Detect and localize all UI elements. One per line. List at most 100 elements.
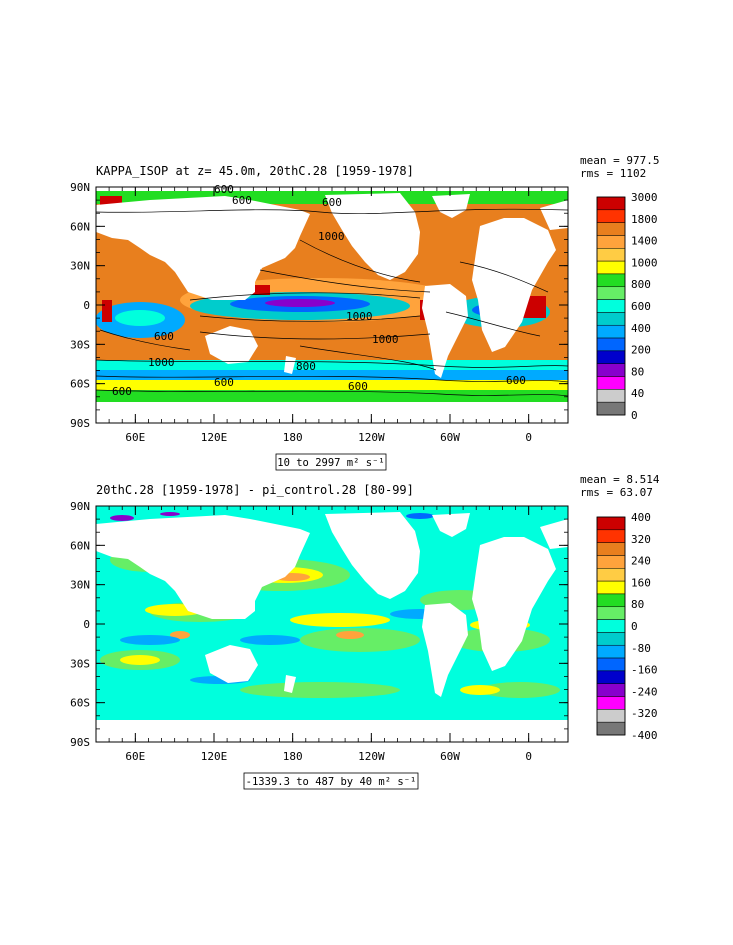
colorbar-swatch [596,593,626,608]
colorbar-swatch [596,709,626,723]
colorbar-label: 160 [631,576,651,589]
colorbar-label: 800 [631,278,651,291]
contour-label: 600 [506,374,526,387]
panel1-range-box [275,453,387,471]
colorbar-swatch [596,657,626,672]
contour-label: 600 [154,330,174,343]
y-tick-label: 30N [70,579,90,592]
contour-label: 600 [322,196,342,209]
colorbar-label: -240 [631,685,658,698]
map1-contour-labels: 600 600 600 1000 1000 1000 1000 600 600 … [112,183,526,398]
map2-axis-ticks: 60E 120E 180 120W 60W 0 90N 60N 30N 0 30S 60S 90S [70,500,569,763]
colorbar-swatch [596,286,626,300]
colorbar-swatch [596,222,626,236]
contour-label: 600 [348,380,368,393]
panel2-range-box [243,772,419,790]
panel2-title: 20thC.28 [1959-1978] - pi_control.28 [80… [96,483,414,497]
panel2-rms: rms = 63.07 [580,486,653,499]
map1-field [96,187,568,423]
colorbar-swatch [596,580,626,595]
panel1-range-note: 10 to 2997 m² s⁻¹ [277,457,384,469]
y-tick-label: 30S [70,657,90,670]
y-tick-label: 90N [70,181,90,194]
contour-label: 600 [214,183,234,196]
colorbar-swatch [596,209,626,223]
colorbar-swatch [596,542,626,556]
panel1-rms: rms = 1102 [580,167,646,180]
contour-label: 1000 [148,356,175,369]
colorbar-swatch [596,644,626,659]
colorbar-frame [596,516,626,736]
y-tick-label: 60N [70,220,90,233]
colorbar-swatch [596,555,626,569]
colorbar-swatch [596,632,626,646]
panel1-mean: mean = 977.5 [580,154,659,167]
x-tick-label: 60E [125,431,145,444]
colorbar-swatch [596,363,626,377]
y-tick-label: 90S [70,417,90,430]
colorbar-label: 1800 [631,213,658,226]
colorbar-swatch [596,696,626,710]
y-tick-label: 90S [70,736,90,749]
colorbar-label: 3000 [631,191,658,204]
colorbar-label: 400 [631,511,651,524]
colorbar-swatch [596,235,626,249]
x-tick-label: 60W [440,750,460,763]
colorbar-label: 80 [631,365,644,378]
colorbar-swatch [596,299,626,313]
colorbar2: 400 320 240 160 80 0 -80 -160 -240 -320 -400 [596,511,658,742]
colorbar-label: 1400 [631,235,658,248]
colorbar-swatch [596,337,626,352]
colorbar-swatch [596,196,626,211]
colorbar-swatch [596,529,626,543]
colorbar-label: 320 [631,533,651,546]
y-tick-label: 30S [70,338,90,351]
colorbar-swatch [596,683,626,697]
contour-label: 600 [112,385,132,398]
x-tick-label: 180 [283,750,303,763]
map1-axis-ticks: 60E 120E 180 120W 60W 0 90N 60N 30N 0 30S 60S 90S [70,181,569,444]
colorbar-label: -160 [631,664,658,677]
colorbar-swatch [596,312,626,326]
colorbar-swatch [596,376,626,390]
colorbar-swatch [596,350,626,364]
colorbar-label: 200 [631,344,651,357]
panel1-title: KAPPA_ISOP at z= 45.0m, 20thC.28 [1959-1… [96,164,414,178]
x-tick-label: 180 [283,431,303,444]
y-tick-label: 0 [83,618,90,631]
colorbar-label: -80 [631,642,651,655]
colorbar-swatch [596,670,626,684]
colorbar-swatch [596,248,626,262]
colorbar-swatch [596,516,626,531]
contour-label: 600 [232,194,252,207]
y-tick-label: 60S [70,378,90,391]
panel2-mean: mean = 8.514 [580,473,660,486]
colorbar-label: -320 [631,707,658,720]
colorbar-swatch [596,401,626,416]
y-tick-label: 60N [70,539,90,552]
colorbar-label: 40 [631,387,644,400]
x-tick-label: 120E [201,431,228,444]
colorbar-label: 600 [631,300,651,313]
colorbar-label: 1000 [631,256,658,269]
colorbar-label: 0 [631,409,638,422]
x-tick-label: 0 [525,431,532,444]
x-tick-label: 0 [525,750,532,763]
contour-label: 600 [214,376,234,389]
colorbar-label: 240 [631,555,651,568]
y-tick-label: 30N [70,260,90,273]
y-tick-label: 0 [83,299,90,312]
contour-label: 1000 [372,333,399,346]
colorbar-swatch [596,273,626,288]
colorbar-label: 400 [631,322,651,335]
y-tick-label: 90N [70,500,90,513]
colorbar-swatch [596,389,626,403]
contour-label: 1000 [318,230,345,243]
colorbar-swatch [596,568,626,582]
x-tick-label: 60W [440,431,460,444]
contour-label: 800 [296,360,316,373]
colorbar-swatch [596,606,626,620]
colorbar-swatch [596,260,626,275]
